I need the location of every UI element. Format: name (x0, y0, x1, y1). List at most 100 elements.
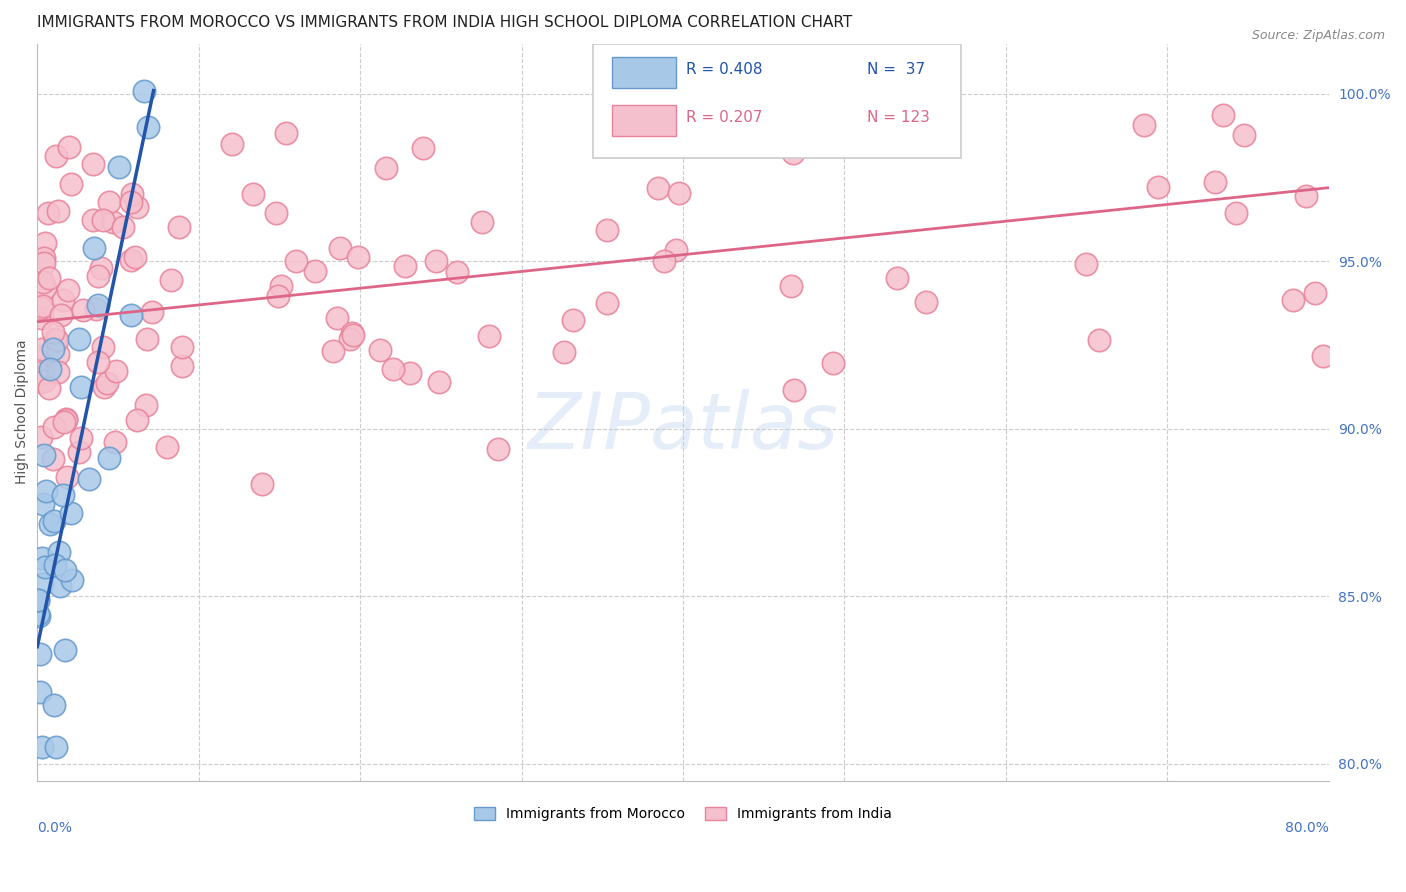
Point (60, 573, 83, 587)
Point (34, 560, 56, 574)
Point (42, 326, 65, 340)
Point (84, 302, 107, 317)
Text: Source: ZipAtlas.com: Source: ZipAtlas.com (1251, 29, 1385, 42)
Point (48, 579, 70, 593)
Point (31, 551, 53, 566)
Point (108, 160, 131, 174)
Point (382, 361, 405, 376)
Point (412, 141, 434, 155)
Y-axis label: High School Diploma: High School Diploma (15, 340, 30, 484)
Point (83, 241, 105, 255)
Point (42, 452, 65, 467)
Point (120, 195, 142, 210)
Point (322, 343, 344, 358)
Point (172, 359, 194, 374)
Point (221, 137, 243, 152)
Point (1212, 108, 1234, 122)
Text: N =  37: N = 37 (868, 62, 925, 77)
Point (374, 161, 396, 175)
Point (82, 213, 104, 227)
Point (77, 472, 100, 486)
Text: ZIPatlas: ZIPatlas (527, 389, 838, 465)
Point (34, 256, 56, 270)
Point (304, 263, 326, 277)
Point (723, 126, 745, 140)
Point (27, 349, 49, 363)
Point (561, 312, 583, 326)
Point (394, 260, 416, 274)
Point (86, 298, 108, 312)
Point (70, 431, 93, 445)
Point (31, 740, 53, 755)
FancyBboxPatch shape (612, 57, 676, 87)
Point (141, 305, 163, 319)
Point (1303, 285, 1326, 300)
Point (32, 448, 55, 462)
Point (782, 384, 804, 398)
Point (60, 177, 83, 191)
Point (32, 275, 55, 289)
Point (46, 347, 69, 361)
Point (477, 329, 499, 343)
Point (242, 187, 264, 202)
Text: R = 0.207: R = 0.207 (686, 110, 763, 125)
Text: R = 0.408: R = 0.408 (686, 62, 763, 77)
Point (44, 420, 66, 434)
Point (31, 311, 53, 326)
Point (1132, 118, 1154, 132)
Point (35, 483, 58, 498)
Point (53, 643, 76, 657)
Point (58, 283, 80, 297)
Point (486, 442, 509, 457)
Point (267, 289, 290, 303)
Point (136, 120, 159, 134)
Point (27, 366, 49, 380)
Point (398, 366, 420, 380)
Point (167, 219, 190, 234)
Point (425, 254, 447, 268)
Point (55, 413, 77, 427)
Point (270, 279, 292, 293)
Point (1204, 175, 1226, 189)
Point (56, 470, 79, 484)
Text: 0.0%: 0.0% (38, 822, 72, 835)
Point (124, 251, 146, 265)
Point (553, 344, 575, 359)
Point (44, 332, 66, 346)
Point (104, 364, 127, 378)
Point (27, 593, 49, 607)
Point (27, 607, 49, 621)
Point (45, 740, 67, 755)
Point (1147, 179, 1170, 194)
Point (31, 342, 53, 356)
Point (284, 254, 307, 268)
Point (55, 411, 77, 425)
Point (52, 293, 75, 308)
Point (264, 206, 287, 220)
Point (471, 215, 494, 229)
Point (121, 187, 143, 202)
Point (52, 488, 75, 502)
Point (34, 235, 56, 250)
Point (53, 563, 76, 577)
Point (90, 261, 112, 276)
FancyBboxPatch shape (612, 104, 676, 136)
Point (31, 577, 53, 591)
Point (42, 343, 65, 357)
Point (87, 354, 110, 368)
Point (104, 434, 127, 449)
Point (69, 380, 91, 394)
Point (914, 294, 936, 309)
Point (44, 514, 66, 528)
Point (60, 506, 83, 520)
Legend: Immigrants from Morocco, Immigrants from India: Immigrants from Morocco, Immigrants from… (468, 802, 898, 827)
Point (97, 450, 120, 465)
Point (32, 299, 55, 313)
Point (1282, 293, 1305, 307)
Point (159, 272, 181, 286)
Point (1295, 189, 1317, 203)
Point (1233, 128, 1256, 142)
Point (821, 356, 844, 370)
Point (665, 244, 688, 258)
Point (91, 213, 114, 227)
